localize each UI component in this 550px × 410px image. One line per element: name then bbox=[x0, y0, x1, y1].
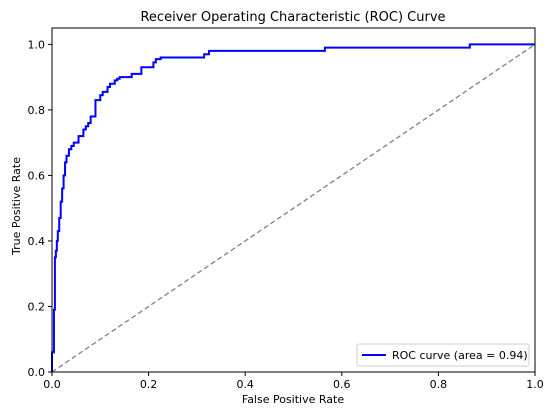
y-tick-label: 1.0 bbox=[28, 38, 46, 51]
x-axis-ticks: 0.0 0.2 0.4 0.6 0.8 1.0 bbox=[43, 372, 544, 391]
x-tick-label: 0.8 bbox=[430, 378, 448, 391]
chart-title: Receiver Operating Characteristic (ROC) … bbox=[140, 10, 445, 25]
y-tick-label: 0.8 bbox=[28, 104, 46, 117]
legend: ROC curve (area = 0.94) bbox=[356, 343, 530, 367]
legend-box bbox=[356, 343, 530, 367]
chance-line bbox=[51, 43, 536, 373]
y-tick-label: 0.6 bbox=[28, 169, 46, 182]
x-axis-label: False Positive Rate bbox=[242, 393, 344, 406]
y-tick-label: 0.0 bbox=[28, 366, 46, 379]
y-tick-label: 0.4 bbox=[28, 235, 46, 248]
x-tick-label: 0.4 bbox=[236, 378, 254, 391]
x-tick-label: 0.2 bbox=[140, 378, 158, 391]
y-axis-label: True Positive Rate bbox=[10, 157, 23, 256]
plot-frame bbox=[51, 27, 536, 373]
plot-area bbox=[51, 43, 536, 373]
y-axis-ticks: 0.0 0.2 0.4 0.6 0.8 1.0 bbox=[28, 38, 52, 379]
x-tick-label: 1.0 bbox=[526, 378, 544, 391]
legend-label-roc: ROC curve (area = 0.94) bbox=[392, 349, 528, 362]
x-tick-label: 0.0 bbox=[43, 378, 61, 391]
y-tick-label: 0.2 bbox=[28, 300, 46, 313]
roc-curve-line bbox=[51, 43, 535, 372]
x-tick-label: 0.6 bbox=[333, 378, 351, 391]
